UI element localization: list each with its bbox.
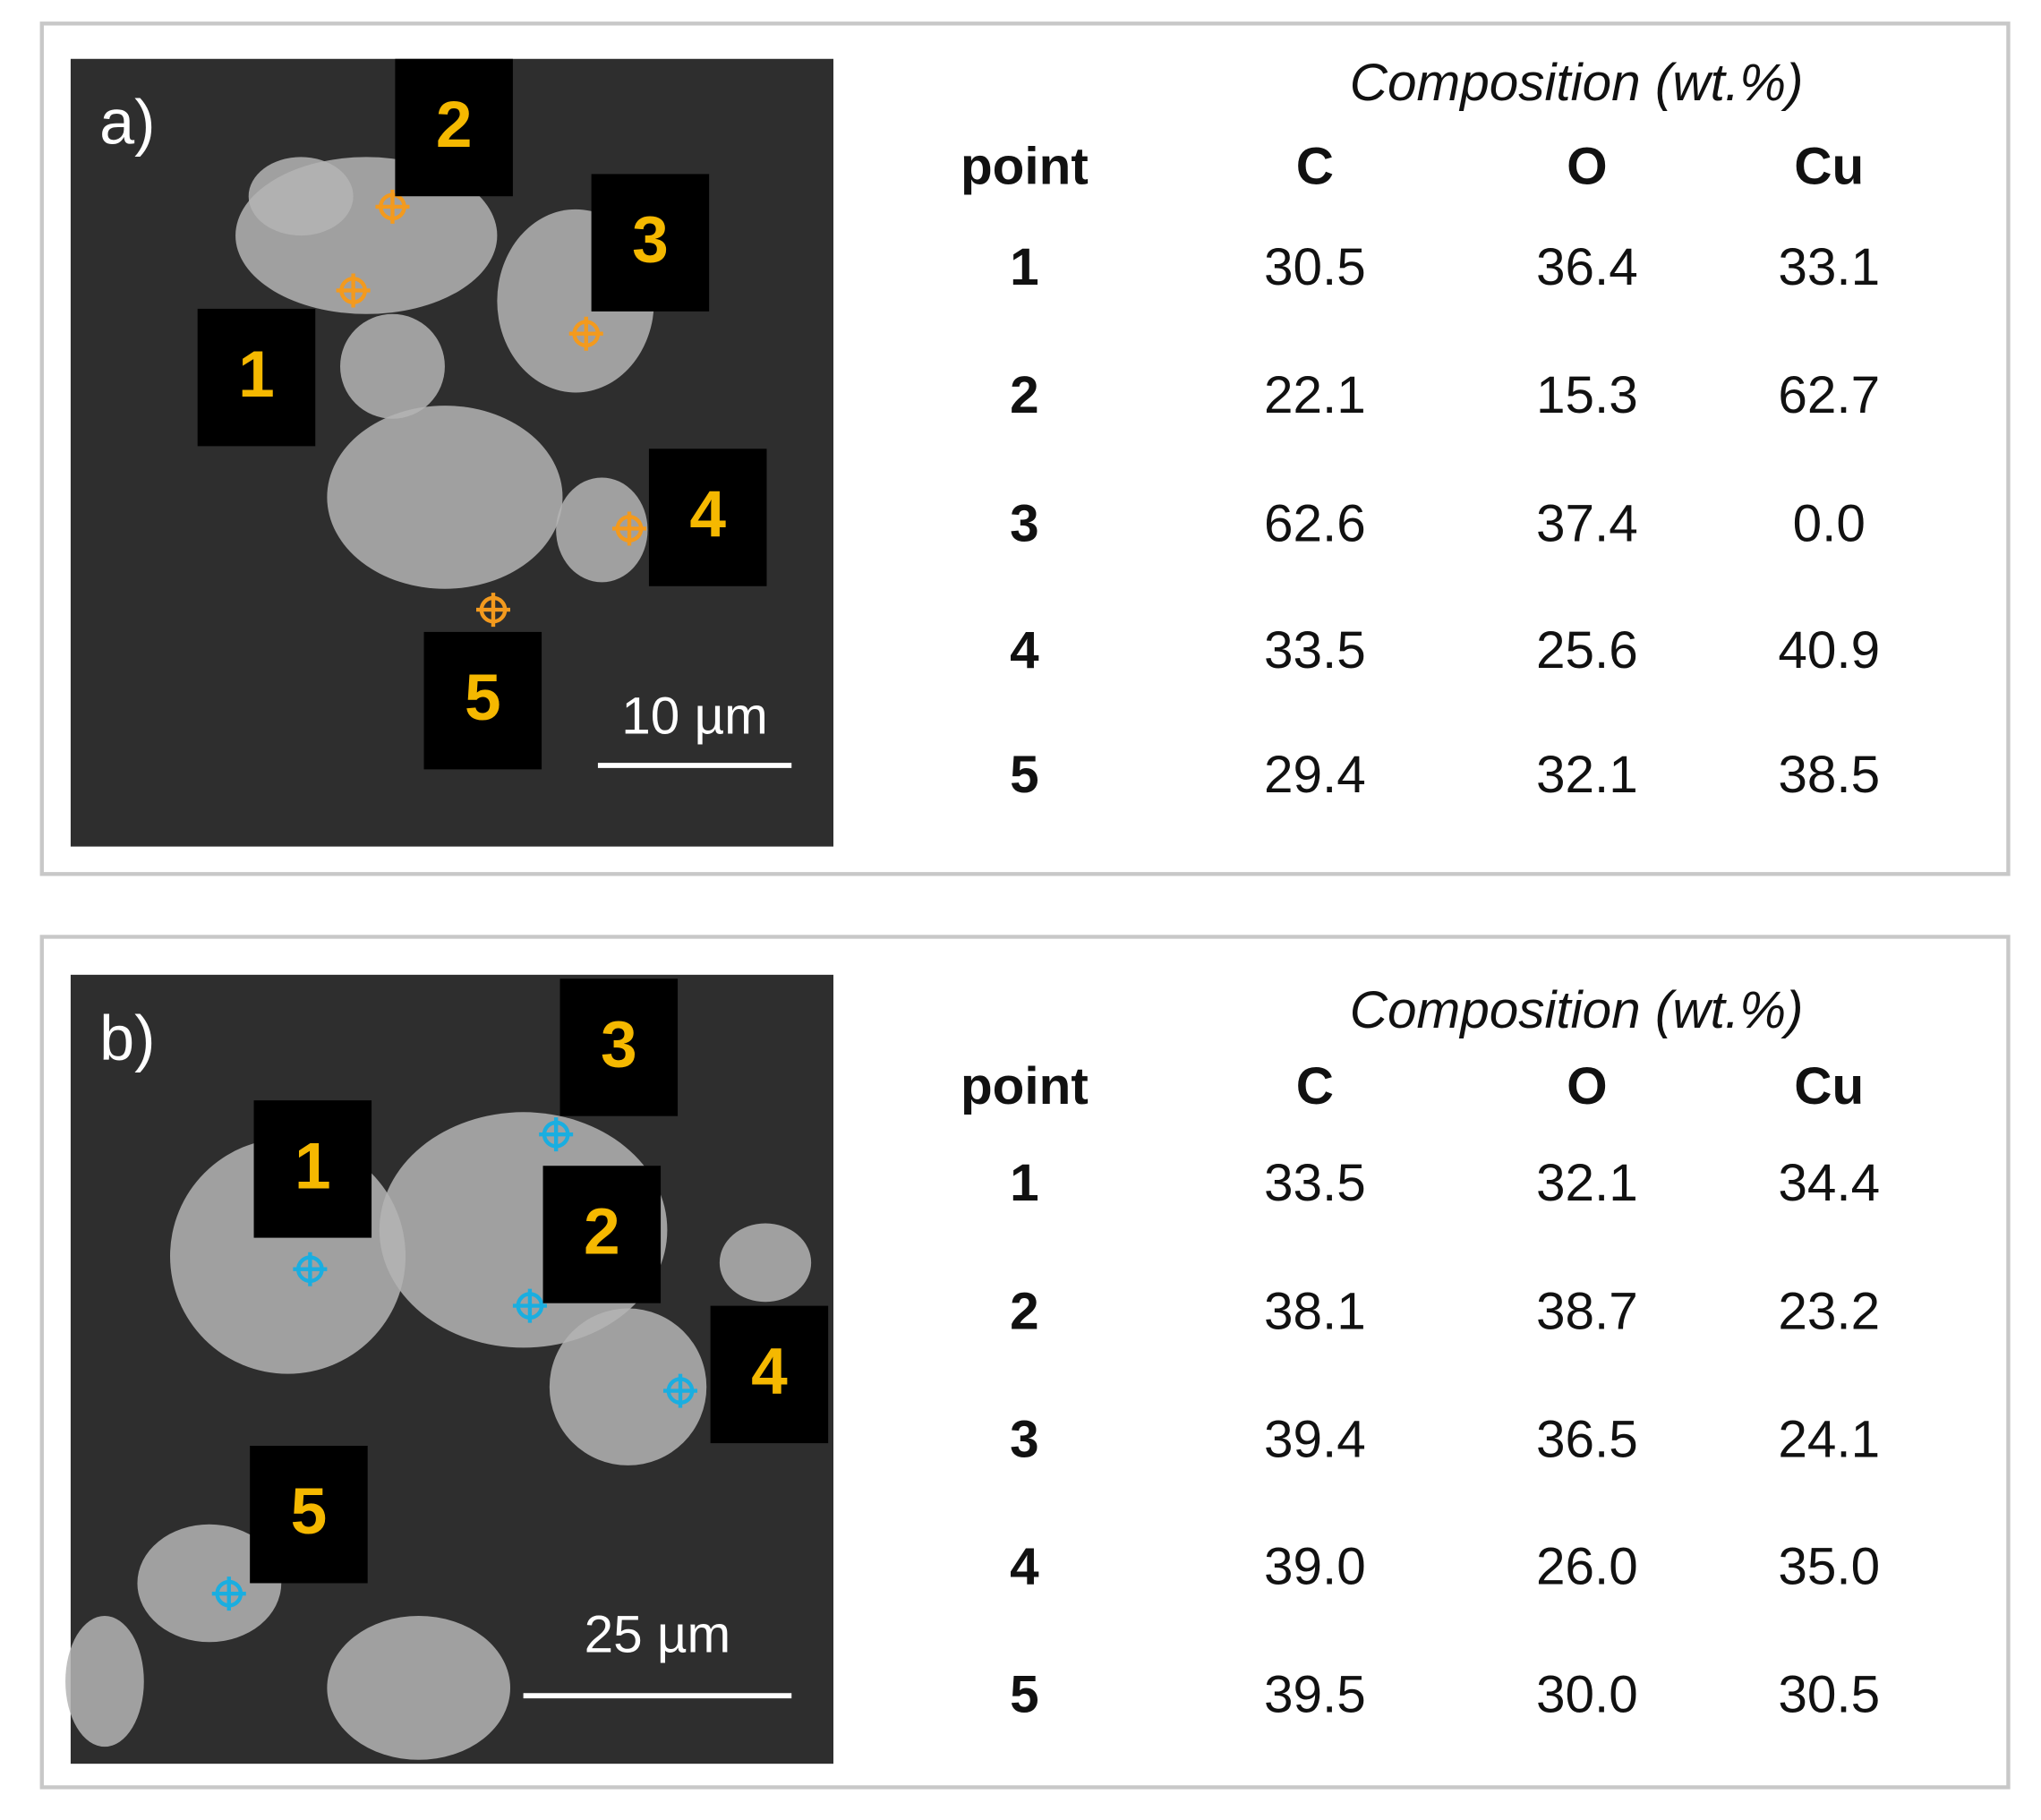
column-header: O xyxy=(1567,1057,1607,1115)
particle xyxy=(327,406,563,589)
point-cross xyxy=(336,273,371,308)
particle xyxy=(65,1616,144,1747)
table-cell: 36.5 xyxy=(1536,1411,1638,1469)
point-box xyxy=(559,978,679,1116)
point-cross xyxy=(375,189,410,224)
table-cell: 25.6 xyxy=(1536,621,1638,679)
table-cell: 30.5 xyxy=(1264,238,1366,296)
table-cell: 32.1 xyxy=(1536,1154,1638,1212)
table-cell: 30.0 xyxy=(1536,1666,1638,1724)
point-cross xyxy=(293,1252,328,1286)
row-point: 3 xyxy=(1010,1411,1039,1469)
particle xyxy=(556,477,648,583)
row-point: 5 xyxy=(1010,1666,1039,1724)
point-cross xyxy=(512,1288,547,1323)
table-cell: 23.2 xyxy=(1778,1282,1880,1340)
table-cell: 33.1 xyxy=(1778,238,1880,296)
row-point: 2 xyxy=(1010,1282,1039,1340)
row-point: 4 xyxy=(1010,621,1039,679)
table-cell: 33.5 xyxy=(1264,621,1366,679)
point-box xyxy=(197,308,316,447)
point-box xyxy=(253,1100,372,1238)
point-cross xyxy=(211,1576,246,1611)
table-cell: 33.5 xyxy=(1264,1154,1366,1212)
table-cell: 30.5 xyxy=(1778,1666,1880,1724)
table-cell: 35.0 xyxy=(1778,1537,1880,1595)
point-box xyxy=(648,449,767,586)
table-cell: 0.0 xyxy=(1793,494,1866,552)
table-cell: 15.3 xyxy=(1536,366,1638,424)
table-cell: 26.0 xyxy=(1536,1537,1638,1595)
table-title: Composition (wt.%) xyxy=(1350,981,1804,1039)
table-cell: 40.9 xyxy=(1778,621,1880,679)
table-cell: 32.1 xyxy=(1536,746,1638,804)
point-label: 1 xyxy=(295,1130,331,1202)
point-box xyxy=(395,58,513,197)
table-cell: 22.1 xyxy=(1264,366,1366,424)
point-label: 4 xyxy=(751,1336,788,1408)
point-box xyxy=(710,1305,829,1444)
point-cross xyxy=(568,316,603,351)
table-cell: 38.1 xyxy=(1264,1282,1366,1340)
particle xyxy=(327,1616,510,1760)
point-label: 3 xyxy=(601,1008,637,1081)
point-cross xyxy=(476,593,510,628)
column-header: point xyxy=(961,137,1089,195)
panel: b) 1 2 3 4 5 25 µm Composition (wt.%) point C O Cu 1… xyxy=(39,935,2011,1790)
point-box xyxy=(542,1166,662,1303)
point-cross xyxy=(663,1373,697,1408)
particle xyxy=(340,313,445,419)
table-title: Composition (wt.%) xyxy=(1350,54,1804,112)
row-point: 5 xyxy=(1010,746,1039,804)
point-label: 2 xyxy=(584,1195,620,1268)
point-label: 5 xyxy=(291,1475,328,1548)
row-point: 1 xyxy=(1010,238,1039,296)
point-label: 2 xyxy=(436,89,473,161)
particle xyxy=(719,1223,812,1303)
table-cell: 34.4 xyxy=(1778,1154,1880,1212)
table-cell: 39.5 xyxy=(1264,1666,1366,1724)
scale-bar-label: 25 µm xyxy=(585,1605,731,1663)
particle xyxy=(248,157,354,236)
row-point: 1 xyxy=(1010,1154,1039,1212)
table-cell: 24.1 xyxy=(1778,1411,1880,1469)
table-cell: 39.4 xyxy=(1264,1411,1366,1469)
particle xyxy=(549,1308,707,1465)
column-header: point xyxy=(961,1057,1089,1115)
point-box xyxy=(423,631,542,770)
scale-bar-label: 10 µm xyxy=(621,687,768,745)
point-label: 5 xyxy=(465,662,501,734)
column-header: Cu xyxy=(1794,137,1864,195)
point-label: 3 xyxy=(632,204,669,277)
table-cell: 38.7 xyxy=(1536,1282,1638,1340)
panel-frame xyxy=(39,21,2011,876)
point-label: 4 xyxy=(689,479,726,551)
table-cell: 62.7 xyxy=(1778,366,1880,424)
column-header: C xyxy=(1296,137,1334,195)
table-cell: 39.0 xyxy=(1264,1537,1366,1595)
column-header: O xyxy=(1567,137,1607,195)
panel-label: a) xyxy=(99,86,155,157)
particle xyxy=(137,1524,282,1643)
table-cell: 36.4 xyxy=(1536,238,1638,296)
column-header: C xyxy=(1296,1057,1334,1115)
row-point: 4 xyxy=(1010,1537,1039,1595)
table-cell: 29.4 xyxy=(1264,746,1366,804)
table-cell: 37.4 xyxy=(1536,494,1638,552)
point-cross xyxy=(539,1117,574,1152)
panel-label: b) xyxy=(99,1002,155,1072)
table-cell: 62.6 xyxy=(1264,494,1366,552)
point-box xyxy=(250,1446,368,1584)
point-cross xyxy=(612,511,646,546)
row-point: 2 xyxy=(1010,366,1039,424)
row-point: 3 xyxy=(1010,494,1039,552)
table-cell: 38.5 xyxy=(1778,746,1880,804)
panel-frame xyxy=(39,935,2011,1790)
point-label: 1 xyxy=(238,338,275,411)
column-header: Cu xyxy=(1794,1057,1864,1115)
point-box xyxy=(591,174,710,312)
panel: a) 1 2 3 4 5 10 µm Composition (wt.%) point C O Cu 1… xyxy=(39,21,2011,876)
